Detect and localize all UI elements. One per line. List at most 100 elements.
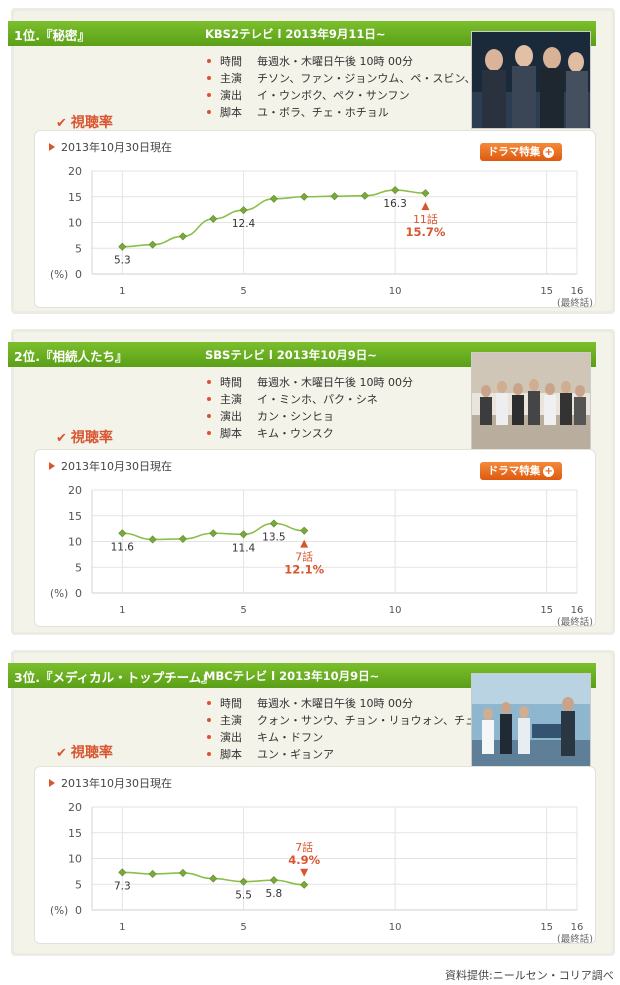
bullet-icon	[207, 734, 211, 739]
x-tick-label: 5	[240, 286, 246, 297]
show-network: SBSテレビ l 2013年10月9日~	[205, 348, 377, 362]
data-point-marker	[269, 876, 278, 885]
show-card-3: 3位.『メディカル・トップチーム』 MBCテレビ l 2013年10月9日~ 時…	[8, 650, 615, 956]
data-point-marker	[239, 530, 248, 539]
highlight-arrow-icon	[421, 202, 430, 211]
data-point-marker	[391, 186, 400, 195]
info-row: 時間 毎週水・木曜日午後 10時 00分	[207, 373, 413, 390]
latest-rating-label: 4.9%	[288, 853, 320, 867]
latest-rating-label: 12.1%	[284, 563, 324, 577]
x-tick-label: 15	[540, 922, 553, 933]
x-tick-label: 1	[119, 922, 125, 933]
show-rank-title: 3位.『メディカル・トップチーム』	[14, 670, 214, 685]
show-network: KBS2テレビ l 2013年9月11日~	[205, 27, 386, 41]
data-label: 11.4	[232, 542, 256, 554]
x-tick-label: 16	[571, 922, 584, 933]
rating-chart-panel: 2013年10月30日現在 ドラマ特集 + 0 5 10 15 20 1 5 10 15 16 (最終…	[34, 449, 596, 627]
info-row: 演出 キム・ドフン	[207, 728, 520, 745]
x-tick-label: 10	[389, 922, 402, 933]
data-point-marker	[269, 519, 278, 528]
bullet-icon	[207, 75, 211, 80]
show-info: 時間 毎週水・木曜日午後 10時 00分 主演 クォン・サンウ、チョン・リョウォン、…	[207, 694, 520, 762]
x-tick-label: 1	[119, 286, 125, 297]
rating-heading: ✔ 視聴率	[56, 745, 113, 761]
highlight-arrow-icon	[300, 539, 309, 548]
data-label: 13.5	[262, 531, 285, 543]
y-tick-label: 15	[68, 191, 82, 204]
data-label: 16.3	[383, 198, 406, 210]
rating-chart-panel: 2013年10月30日現在 0 5 10 15 20 1 5 10 15 16 (最終話) (%) 7.…	[34, 766, 596, 944]
show-rank-title: 2位.『相続人たち』	[14, 349, 128, 364]
as-of-date: 2013年10月30日現在	[49, 139, 172, 155]
drama-feature-button[interactable]: ドラマ特集 +	[480, 462, 562, 480]
data-point-marker	[118, 868, 127, 877]
show-poster-image[interactable]	[471, 352, 591, 450]
x-tick-label: 16	[571, 286, 584, 297]
y-tick-label: 20	[68, 165, 82, 178]
x-tick-label: 16	[571, 605, 584, 616]
data-point-marker	[148, 535, 157, 544]
y-tick-label: 5	[75, 878, 82, 891]
show-poster-image[interactable]	[471, 31, 591, 129]
y-tick-label: 20	[68, 484, 82, 497]
rating-heading: ✔ 視聴率	[56, 430, 113, 446]
data-point-marker	[239, 877, 248, 886]
y-tick-label: 5	[75, 561, 82, 574]
bullet-icon	[207, 413, 211, 418]
triangle-icon	[49, 143, 55, 151]
final-episode-note: (最終話)	[557, 616, 593, 626]
plus-icon: +	[543, 466, 555, 477]
data-point-marker	[209, 214, 218, 223]
bullet-icon	[207, 379, 211, 384]
y-tick-label: 0	[75, 904, 82, 917]
show-poster-image[interactable]	[471, 673, 591, 771]
y-tick-label: 20	[68, 801, 82, 814]
data-label: 12.4	[232, 218, 256, 230]
data-label: 5.3	[114, 255, 131, 267]
bullet-icon	[207, 92, 211, 97]
final-episode-note: (最終話)	[557, 933, 593, 943]
x-tick-label: 10	[389, 605, 402, 616]
plus-icon: +	[543, 147, 555, 158]
y-tick-label: 10	[68, 536, 82, 549]
info-row: 演出 イ・ウンボク、ペク・サンフン	[207, 86, 520, 103]
latest-episode-label: 7話	[295, 550, 313, 564]
as-of-date: 2013年10月30日現在	[49, 458, 172, 474]
data-point-marker	[300, 880, 309, 889]
info-row: 時間 毎週水・木曜日午後 10時 00分	[207, 694, 520, 711]
show-card-1: 1位.『秘密』 KBS2テレビ l 2013年9月11日~ 時間 毎週水・木曜日午…	[8, 8, 615, 314]
show-rank-title: 1位.『秘密』	[14, 28, 90, 43]
data-source-note: 資料提供:ニールセン・コリア調べ	[445, 969, 614, 982]
as-of-date: 2013年10月30日現在	[49, 775, 172, 791]
data-point-marker	[178, 534, 187, 543]
triangle-icon	[49, 779, 55, 787]
data-point-marker	[269, 194, 278, 203]
data-point-marker	[178, 232, 187, 241]
data-point-marker	[118, 242, 127, 251]
latest-episode-label: 7話	[295, 840, 313, 854]
x-tick-label: 10	[389, 286, 402, 297]
info-row: 脚本 ユ・ボラ、チェ・ホチョル	[207, 103, 520, 120]
x-tick-label: 15	[540, 286, 553, 297]
data-point-marker	[148, 869, 157, 878]
data-point-marker	[239, 206, 248, 215]
final-episode-note: (最終話)	[557, 297, 593, 307]
bullet-icon	[207, 396, 211, 401]
bullet-icon	[207, 717, 211, 722]
data-label: 5.8	[266, 888, 283, 900]
info-row: 主演 イ・ミンホ、パク・シネ	[207, 390, 413, 407]
show-network: MBCテレビ l 2013年10月9日~	[204, 669, 380, 683]
info-row: 主演 クォン・サンウ、チョン・リョウォン、チュ・ジフン	[207, 711, 520, 728]
y-tick-label: 15	[68, 827, 82, 840]
drama-feature-button[interactable]: ドラマ特集 +	[480, 143, 562, 161]
data-label: 7.3	[114, 880, 131, 892]
highlight-arrow-icon	[300, 868, 309, 877]
y-tick-label: 5	[75, 242, 82, 255]
data-point-marker	[209, 874, 218, 883]
info-row: 時間 毎週水・木曜日午後 10時 00分	[207, 52, 520, 69]
y-axis-label: (%)	[50, 269, 68, 281]
data-point-marker	[300, 526, 309, 535]
